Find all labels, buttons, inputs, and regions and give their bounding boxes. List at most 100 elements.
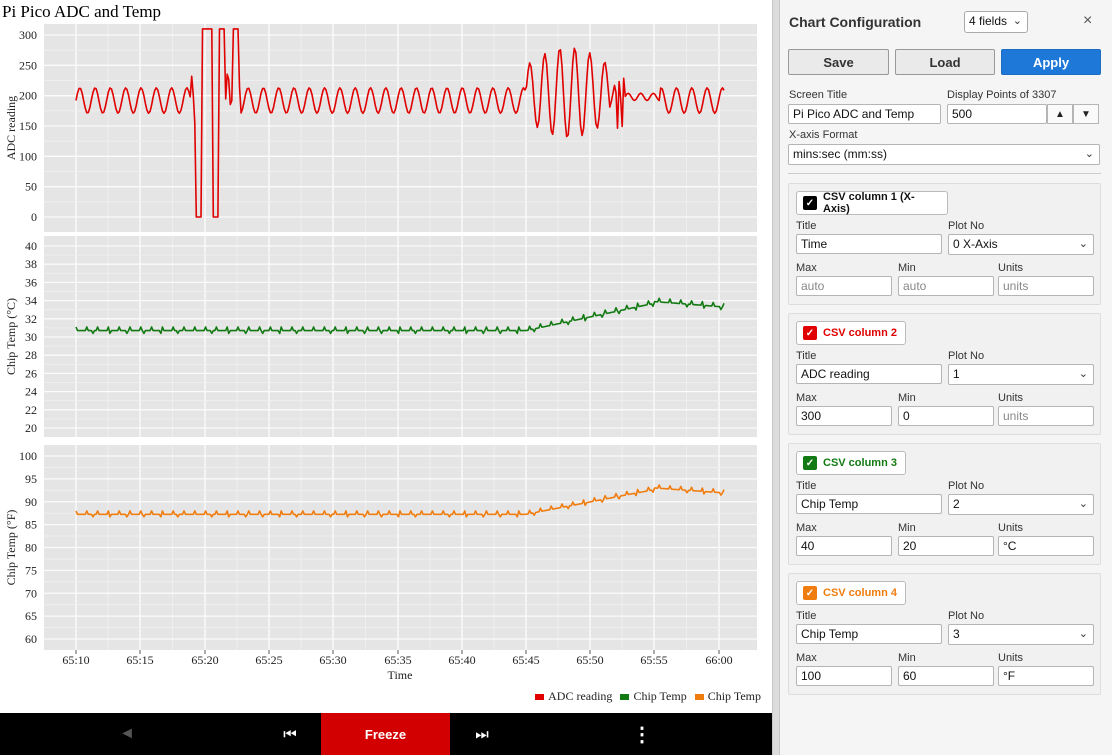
- legend-label: Chip Temp: [707, 689, 761, 703]
- chevron-down-icon: ⌄: [1078, 498, 1088, 510]
- chevron-down-icon: ⌄: [1084, 148, 1094, 160]
- min-label: Min: [898, 652, 916, 664]
- y-tick-label: 60: [25, 632, 37, 646]
- legend: ADC reading Chip Temp Chip Temp: [535, 689, 761, 704]
- skip-forward-icon: ⏭: [475, 725, 489, 743]
- panel-resize-handle[interactable]: [772, 0, 780, 755]
- load-button[interactable]: Load: [895, 49, 995, 75]
- column-title-label: Title: [796, 610, 817, 622]
- checkbox-checked-icon[interactable]: ✓: [803, 196, 817, 210]
- x-format-label: X-axis Format: [789, 129, 858, 141]
- column-title-input[interactable]: Chip Temp: [796, 624, 942, 644]
- display-points-input[interactable]: 500: [947, 104, 1047, 124]
- plot-no-value: 0 X-Axis: [953, 237, 998, 251]
- plot-no-value: 2: [953, 497, 960, 511]
- x-tick-label: 65:40: [448, 653, 475, 667]
- column-title-input[interactable]: Chip Temp: [796, 494, 942, 514]
- apply-button[interactable]: Apply: [1001, 49, 1101, 75]
- csv-column-tag: CSV column 2: [823, 327, 897, 339]
- screen-title-input[interactable]: Pi Pico ADC and Temp: [788, 104, 941, 124]
- csv-column-tag: CSV column 1 (X-Axis): [822, 191, 915, 215]
- x-tick-label: 65:45: [512, 653, 539, 667]
- units-label: Units: [998, 262, 1024, 274]
- plot-no-select[interactable]: 1 ⌄: [948, 364, 1094, 385]
- csv-column-tag: CSV column 3: [823, 457, 897, 469]
- max-input[interactable]: 300: [796, 406, 892, 426]
- csv-column-card: ✓ CSV column 4 Title Chip Temp Plot No 3 ⌄ Max 1…: [788, 573, 1101, 695]
- y-axis-label: ADC reading: [4, 96, 18, 160]
- min-input[interactable]: 60: [898, 666, 994, 686]
- column-title-label: Title: [796, 480, 817, 492]
- legend-label: Chip Temp: [633, 689, 687, 703]
- max-label: Max: [796, 262, 817, 274]
- increment-button[interactable]: ▲: [1047, 104, 1073, 124]
- plot-no-select[interactable]: 3 ⌄: [948, 624, 1094, 645]
- y-tick-label: 34: [25, 294, 37, 308]
- more-menu-button[interactable]: ⋮: [610, 713, 674, 755]
- chevron-down-icon: ⌄: [1012, 15, 1022, 27]
- series-line: [75, 28, 725, 218]
- chart-area: 0 50 100 150 200 250 300 ADC reading 20 22 24 26 28 3…: [2, 2, 761, 704]
- column-title-input[interactable]: ADC reading: [796, 364, 942, 384]
- csv-column-card: ✓ CSV column 1 (X-Axis) Title Time Plot No 0 …: [788, 183, 1101, 305]
- x-format-value: mins:sec (mm:ss): [793, 147, 887, 161]
- plot-no-value: 3: [953, 627, 960, 641]
- csv-column-toggle[interactable]: ✓ CSV column 2: [796, 321, 906, 345]
- csv-column-toggle[interactable]: ✓ CSV column 1 (X-Axis): [796, 191, 948, 215]
- max-input[interactable]: auto: [796, 276, 892, 296]
- x-format-select[interactable]: mins:sec (mm:ss) ⌄: [788, 144, 1100, 165]
- y-tick-label: 250: [19, 58, 37, 72]
- chevron-down-icon: ⌄: [1078, 628, 1088, 640]
- column-title-input[interactable]: Time: [796, 234, 942, 254]
- separator: [788, 173, 1101, 174]
- y-axis-label: Chip Temp (°F): [4, 510, 18, 586]
- plot-no-value: 1: [953, 367, 960, 381]
- y-tick-label: 85: [25, 518, 37, 532]
- x-tick-label: 65:10: [62, 653, 89, 667]
- units-label: Units: [998, 522, 1024, 534]
- y-tick-label: 300: [19, 28, 37, 42]
- min-input[interactable]: auto: [898, 276, 994, 296]
- csv-column-tag: CSV column 4: [823, 587, 897, 599]
- min-input[interactable]: 0: [898, 406, 994, 426]
- y-tick-label: 200: [19, 89, 37, 103]
- legend-swatch: [694, 693, 704, 700]
- close-icon[interactable]: ×: [1083, 12, 1093, 29]
- units-input[interactable]: °F: [998, 666, 1094, 686]
- checkbox-checked-icon[interactable]: ✓: [803, 326, 817, 340]
- plot-no-select[interactable]: 2 ⌄: [948, 494, 1094, 515]
- x-tick-label: 65:50: [576, 653, 603, 667]
- x-tick-label: 66:00: [705, 653, 732, 667]
- max-input[interactable]: 100: [796, 666, 892, 686]
- csv-column-toggle[interactable]: ✓ CSV column 3: [796, 451, 906, 475]
- units-input[interactable]: °C: [998, 536, 1094, 556]
- units-input[interactable]: units: [998, 406, 1094, 426]
- y-tick-label: 70: [25, 586, 37, 600]
- min-label: Min: [898, 522, 916, 534]
- plot-no-label: Plot No: [948, 220, 985, 232]
- csv-column-toggle[interactable]: ✓ CSV column 4: [796, 581, 906, 605]
- checkbox-checked-icon[interactable]: ✓: [803, 586, 817, 600]
- max-label: Max: [796, 652, 817, 664]
- min-input[interactable]: 20: [898, 536, 994, 556]
- freeze-button[interactable]: Freeze: [321, 713, 450, 755]
- plot-no-select[interactable]: 0 X-Axis ⌄: [948, 234, 1094, 255]
- y-axis-label: Chip Temp (°C): [4, 298, 18, 375]
- checkbox-checked-icon[interactable]: ✓: [803, 456, 817, 470]
- skip-to-end-button[interactable]: ⏭: [450, 713, 514, 755]
- skip-back-icon: ⏮: [283, 725, 297, 743]
- fields-count-select[interactable]: 4 fields ⌄: [964, 11, 1028, 33]
- save-button[interactable]: Save: [788, 49, 889, 75]
- max-label: Max: [796, 392, 817, 404]
- back-button[interactable]: ◄: [95, 713, 159, 755]
- skip-to-start-button[interactable]: ⏮: [258, 713, 322, 755]
- control-bar: ◄ ⏮ Freeze ⏭ ⋮: [0, 713, 772, 755]
- y-tick-label: 50: [25, 180, 37, 194]
- units-input[interactable]: units: [998, 276, 1094, 296]
- screen-title: Pi Pico ADC and Temp: [2, 2, 162, 21]
- max-input[interactable]: 40: [796, 536, 892, 556]
- y-tick-label: 38: [25, 257, 37, 271]
- decrement-button[interactable]: ▼: [1073, 104, 1099, 124]
- config-title: Chart Configuration: [789, 14, 922, 30]
- y-tick-label: 65: [25, 609, 37, 623]
